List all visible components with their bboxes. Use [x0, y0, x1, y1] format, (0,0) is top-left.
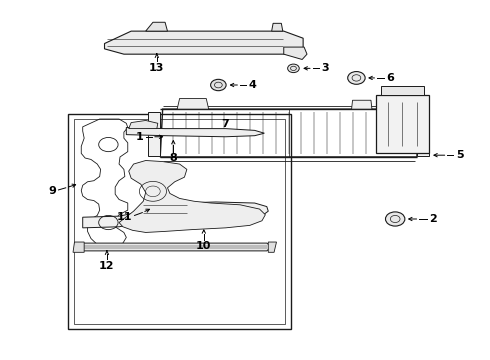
- Text: 6: 6: [387, 73, 394, 83]
- Polygon shape: [352, 100, 372, 109]
- Polygon shape: [146, 22, 168, 31]
- Bar: [381, 86, 424, 95]
- Text: 8: 8: [170, 153, 177, 163]
- Text: 10: 10: [196, 241, 212, 251]
- Bar: [148, 112, 160, 156]
- Polygon shape: [271, 23, 283, 31]
- Text: 2: 2: [429, 214, 437, 224]
- Circle shape: [348, 72, 365, 84]
- Polygon shape: [73, 242, 84, 252]
- Polygon shape: [78, 243, 271, 251]
- Circle shape: [211, 79, 226, 91]
- Polygon shape: [104, 31, 303, 54]
- Polygon shape: [129, 121, 158, 129]
- Polygon shape: [83, 202, 268, 228]
- Polygon shape: [119, 161, 266, 233]
- Text: 13: 13: [149, 63, 165, 73]
- Polygon shape: [126, 127, 265, 137]
- Text: 11: 11: [117, 212, 132, 221]
- Polygon shape: [177, 99, 209, 109]
- Text: 4: 4: [249, 80, 257, 90]
- Text: 3: 3: [321, 63, 329, 73]
- Text: 7: 7: [222, 120, 229, 129]
- Bar: [417, 112, 429, 156]
- Polygon shape: [268, 242, 276, 252]
- Text: 5: 5: [456, 150, 464, 160]
- Bar: [376, 95, 429, 153]
- Circle shape: [288, 64, 299, 73]
- Polygon shape: [284, 47, 307, 59]
- Circle shape: [386, 212, 405, 226]
- Text: 12: 12: [99, 261, 115, 271]
- Text: 9: 9: [48, 186, 56, 195]
- Text: 1: 1: [136, 132, 143, 142]
